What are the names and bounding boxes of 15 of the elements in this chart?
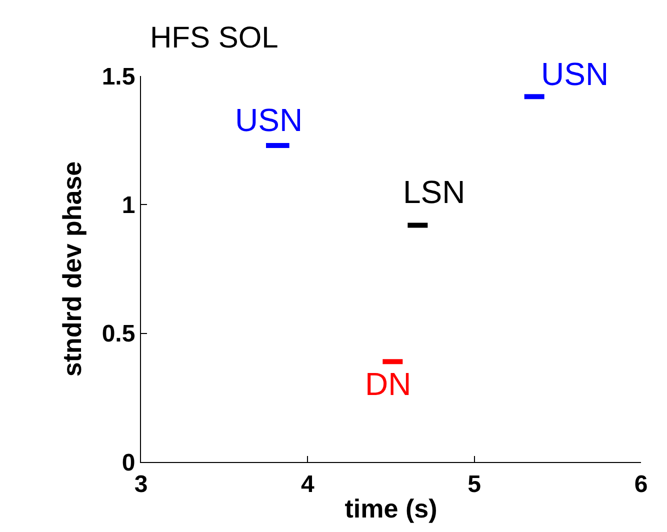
series-label: LSN: [403, 174, 466, 210]
x-tick-label: 6: [634, 470, 648, 498]
series-label: USN: [541, 56, 609, 92]
y-tick-label: 0.5: [102, 320, 136, 348]
y-axis-title: stndrd dev phase: [57, 161, 88, 377]
x-tick-label: 3: [134, 470, 148, 498]
x-tick-label: 4: [300, 470, 315, 498]
y-tick-label: 0: [122, 449, 136, 476]
chart-title: HFS SOL: [150, 22, 278, 55]
series-label: USN: [235, 102, 303, 138]
y-tick-label: 1.5: [102, 63, 136, 90]
y-tick-label: 1: [122, 192, 136, 220]
series-label: DN: [365, 366, 412, 402]
x-axis-title: time (s): [344, 494, 438, 524]
x-tick-label: 5: [468, 470, 482, 498]
